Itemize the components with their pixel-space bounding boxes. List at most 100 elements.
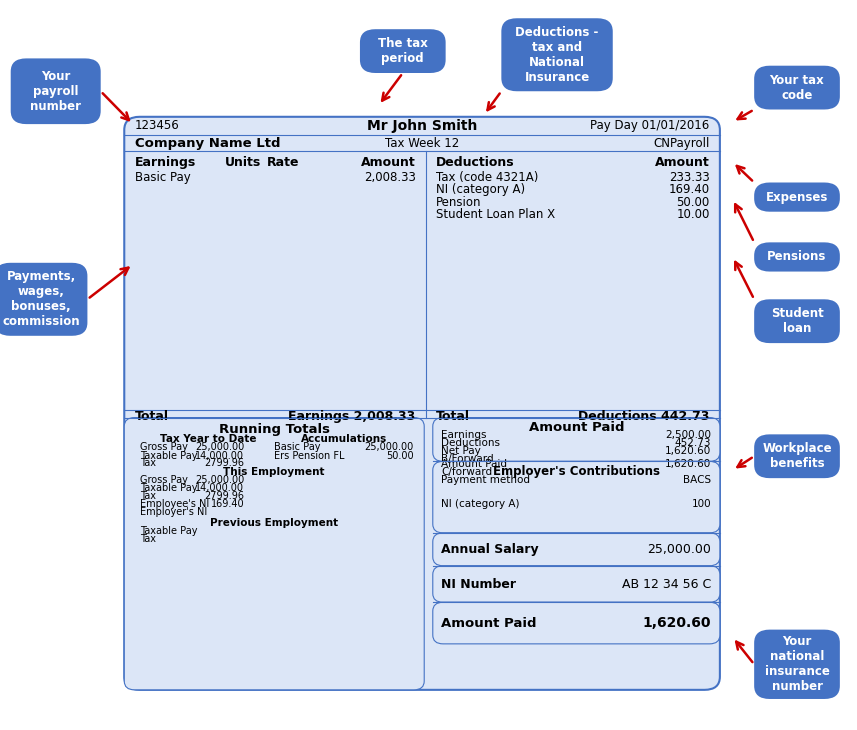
Text: Workplace
benefits: Workplace benefits	[762, 442, 832, 470]
Text: Total: Total	[135, 410, 169, 423]
Text: Your
payroll
number: Your payroll number	[30, 70, 81, 112]
Text: Earnings 2,008.33: Earnings 2,008.33	[289, 410, 416, 423]
Text: Previous Employment: Previous Employment	[210, 518, 339, 529]
Text: Company Name Ltd: Company Name Ltd	[135, 137, 280, 150]
FancyBboxPatch shape	[433, 418, 720, 461]
Text: Amount: Amount	[655, 155, 710, 169]
Text: NI Number: NI Number	[441, 577, 517, 591]
Text: Your
national
insurance
number: Your national insurance number	[764, 635, 830, 694]
Text: Tax Week 12: Tax Week 12	[385, 137, 459, 150]
Text: Taxable Pay: Taxable Pay	[140, 450, 197, 461]
Text: Pay Day 01/01/2016: Pay Day 01/01/2016	[590, 120, 710, 132]
Text: Deductions: Deductions	[436, 155, 515, 169]
Text: 1,620.60: 1,620.60	[643, 616, 711, 630]
Text: NI (category A): NI (category A)	[436, 183, 525, 196]
Text: 169.40: 169.40	[211, 499, 244, 510]
FancyBboxPatch shape	[124, 418, 424, 690]
FancyBboxPatch shape	[360, 29, 446, 73]
FancyBboxPatch shape	[754, 242, 840, 272]
Text: B/Forward: B/Forward	[441, 454, 494, 464]
FancyBboxPatch shape	[754, 182, 840, 212]
FancyBboxPatch shape	[501, 18, 613, 91]
FancyBboxPatch shape	[433, 461, 720, 533]
Text: 50.00: 50.00	[387, 450, 414, 461]
Text: 2,008.33: 2,008.33	[363, 171, 416, 184]
Text: Amount: Amount	[361, 155, 416, 169]
FancyBboxPatch shape	[433, 602, 720, 644]
Text: Total: Total	[436, 410, 470, 423]
Text: Employer's Contributions: Employer's Contributions	[493, 465, 660, 478]
FancyBboxPatch shape	[754, 66, 840, 110]
Text: Gross Pay: Gross Pay	[140, 442, 188, 453]
Text: Pensions: Pensions	[767, 250, 827, 264]
Text: The tax
period: The tax period	[378, 37, 428, 65]
Text: Ers Pension FL: Ers Pension FL	[274, 450, 345, 461]
Text: Tax: Tax	[140, 534, 156, 545]
Text: Earnings: Earnings	[135, 155, 195, 169]
Text: 169.40: 169.40	[668, 183, 710, 196]
Text: CNPayroll: CNPayroll	[653, 137, 710, 150]
Text: Tax Year to Date: Tax Year to Date	[160, 434, 256, 445]
Text: Mr John Smith: Mr John Smith	[367, 119, 477, 133]
Text: Deductions 442.73: Deductions 442.73	[578, 410, 710, 423]
Text: Taxable Pay: Taxable Pay	[140, 483, 197, 493]
Text: Deductions: Deductions	[441, 438, 500, 448]
FancyBboxPatch shape	[0, 263, 87, 336]
Text: BACS: BACS	[683, 475, 711, 485]
Text: 452.73: 452.73	[674, 438, 711, 448]
Text: 2799.96: 2799.96	[204, 491, 244, 502]
Text: AB 12 34 56 C: AB 12 34 56 C	[622, 577, 711, 591]
Text: 233.33: 233.33	[668, 171, 710, 184]
Text: 100: 100	[692, 499, 711, 509]
Text: Employer's NI: Employer's NI	[140, 507, 207, 518]
Text: Amount Paid: Amount Paid	[529, 421, 624, 434]
FancyBboxPatch shape	[754, 299, 840, 343]
Text: 25,000.00: 25,000.00	[195, 442, 244, 453]
Text: 1,620.60: 1,620.60	[665, 446, 711, 456]
Text: 123456: 123456	[135, 120, 179, 132]
Text: Student
loan: Student loan	[770, 307, 824, 335]
Text: 14,000.00: 14,000.00	[195, 450, 244, 461]
Text: Expenses: Expenses	[766, 191, 828, 204]
Text: 25,000.00: 25,000.00	[195, 475, 244, 485]
Text: Payments,
wages,
bonuses,
commission: Payments, wages, bonuses, commission	[3, 270, 80, 329]
FancyBboxPatch shape	[754, 434, 840, 478]
Text: Your tax
code: Your tax code	[770, 74, 824, 101]
Text: Running Totals: Running Totals	[219, 423, 330, 436]
Text: 50.00: 50.00	[676, 196, 710, 209]
Text: Taxable Pay: Taxable Pay	[140, 526, 197, 537]
Text: 10.00: 10.00	[676, 208, 710, 221]
Text: NI (category A): NI (category A)	[441, 499, 520, 509]
Text: This Employment: This Employment	[224, 467, 325, 477]
Text: Basic Pay: Basic Pay	[135, 171, 190, 184]
Text: 2799.96: 2799.96	[204, 458, 244, 468]
Text: 25,000.00: 25,000.00	[365, 442, 414, 453]
FancyBboxPatch shape	[11, 58, 100, 124]
Text: Payment method: Payment method	[441, 475, 530, 485]
Text: Amount Paid: Amount Paid	[441, 459, 507, 469]
Text: 14,000.00: 14,000.00	[195, 483, 244, 493]
FancyBboxPatch shape	[433, 566, 720, 602]
Text: Tax: Tax	[140, 491, 156, 502]
Text: Tax (code 4321A): Tax (code 4321A)	[436, 171, 538, 184]
FancyBboxPatch shape	[433, 533, 720, 566]
FancyBboxPatch shape	[754, 629, 840, 699]
Text: Accumulations: Accumulations	[301, 434, 387, 445]
Text: Student Loan Plan X: Student Loan Plan X	[436, 208, 555, 221]
Text: 1,620.60: 1,620.60	[665, 459, 711, 469]
Text: Basic Pay: Basic Pay	[274, 442, 321, 453]
Text: Pension: Pension	[436, 196, 482, 209]
Text: 2,500.00: 2,500.00	[665, 430, 711, 440]
Text: Earnings: Earnings	[441, 430, 487, 440]
Text: 25,000.00: 25,000.00	[647, 543, 711, 556]
FancyBboxPatch shape	[124, 117, 720, 690]
Text: Rate: Rate	[267, 155, 299, 169]
Text: Deductions -
tax and
National
Insurance: Deductions - tax and National Insurance	[515, 26, 599, 84]
Text: Net Pay: Net Pay	[441, 446, 481, 456]
Text: Gross Pay: Gross Pay	[140, 475, 188, 485]
Text: Amount Paid: Amount Paid	[441, 617, 536, 629]
Text: C/forward: C/forward	[441, 467, 493, 477]
Text: Employee's NI: Employee's NI	[140, 499, 209, 510]
Text: Tax: Tax	[140, 458, 156, 468]
Text: Units: Units	[225, 155, 261, 169]
